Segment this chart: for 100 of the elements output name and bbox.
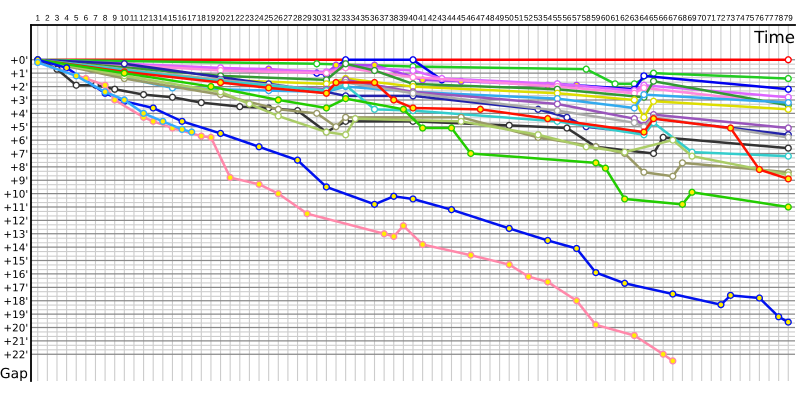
x-tick-label: 45	[456, 15, 466, 21]
x-tick-label: 69	[688, 14, 696, 21]
x-tick-label: 48	[486, 14, 494, 21]
x-tick-label: 42	[428, 14, 436, 21]
y-tick-label: +15'	[4, 256, 28, 265]
x-tick-label: 64	[640, 14, 648, 21]
x-tick-label: 8	[103, 14, 107, 21]
x-tick-label: 30	[312, 14, 321, 21]
x-tick-label: 18	[197, 14, 206, 21]
y-tick-label: +16'	[4, 270, 28, 278]
y-tick-label: +10'	[4, 190, 28, 198]
y-tick-label: +12'	[4, 216, 28, 224]
x-tick-label: 55	[553, 15, 562, 21]
x-tick-label: 71	[707, 15, 716, 21]
y-tick-label: +18'	[4, 296, 28, 305]
y-axis-title: Gap	[0, 368, 28, 381]
y-tick-label: +7'	[11, 150, 28, 158]
x-tick-label: 36	[370, 14, 379, 21]
x-tick-label: 13	[149, 14, 158, 21]
x-tick-label: 21	[226, 14, 234, 21]
x-tick-label: 65	[649, 14, 658, 21]
y-tick-label: +13'	[4, 230, 28, 238]
y-tick-label: +17'	[4, 284, 28, 292]
x-tick-label: 49	[495, 14, 504, 21]
x-tick-label: 54	[544, 15, 552, 21]
x-tick-label: 11	[130, 15, 138, 21]
x-tick-label: 1	[36, 15, 40, 21]
y-tick-label: +19'	[4, 310, 28, 318]
x-tick-label: 70	[698, 14, 706, 21]
x-tick-label: 34	[351, 14, 360, 21]
x-tick-label: 68	[678, 14, 687, 21]
x-tick-label: 51	[514, 15, 523, 21]
x-tick-label: 14	[158, 15, 168, 21]
x-tick-label: 17	[188, 15, 196, 21]
x-tick-label: 63	[630, 14, 638, 21]
x-tick-label: 73	[726, 14, 735, 21]
x-tick-label: 24	[254, 14, 264, 21]
x-tick-label: 77	[764, 15, 774, 21]
x-tick-label: 72	[716, 14, 725, 21]
x-tick-label: 75	[746, 15, 754, 21]
x-tick-label: 53	[534, 14, 542, 21]
y-tick-label: +14'	[4, 244, 28, 252]
x-tick-label: 44	[447, 15, 456, 21]
x-tick-label: 38	[390, 14, 398, 21]
y-tick-label: +9'	[11, 176, 28, 184]
x-tick-label: 25	[264, 14, 273, 21]
y-tick-label: +20'	[4, 324, 28, 332]
x-tick-label: 79	[784, 14, 792, 21]
x-tick-label: 3	[55, 14, 59, 21]
y-tick-label: +0'	[11, 56, 28, 64]
x-tick-label: 46	[466, 14, 475, 21]
y-tick-label: +3'	[11, 96, 28, 104]
x-tick-label: 47	[476, 15, 484, 21]
x-tick-label: 78	[774, 14, 783, 21]
x-tick-label: 50	[505, 14, 514, 21]
x-tick-label: 6	[84, 14, 88, 21]
y-tick-label: +2'	[11, 82, 28, 91]
x-tick-label: 15	[168, 15, 177, 21]
x-tick-label: 60	[601, 14, 610, 21]
x-tick-label: 27	[284, 14, 292, 21]
x-tick-label: 74	[736, 15, 744, 21]
x-tick-label: 62	[620, 14, 629, 21]
x-tick-label: 37	[380, 14, 388, 21]
x-tick-label: 56	[562, 14, 572, 21]
x-tick-label: 20	[216, 14, 225, 21]
y-tick-label: +11'	[4, 203, 28, 211]
x-tick-label: 67	[668, 14, 677, 21]
x-tick-label: 57	[572, 15, 581, 21]
x-tick-label: 5	[74, 15, 78, 21]
y-tick-label: +8'	[11, 163, 28, 171]
x-tick-label: 28	[293, 14, 302, 21]
x-tick-label: 4	[64, 15, 69, 21]
x-tick-label: 26	[274, 14, 282, 21]
y-tick-label: +4'	[11, 110, 28, 118]
x-tick-label: 9	[112, 14, 117, 21]
y-tick-label: +5'	[11, 123, 28, 131]
x-tick-label: 12	[140, 14, 148, 21]
x-tick-label: 29	[303, 14, 312, 21]
x-tick-label: 2	[46, 14, 50, 21]
x-tick-label: 76	[755, 14, 764, 21]
x-tick-label: 7	[94, 15, 98, 21]
x-tick-label: 58	[582, 14, 590, 21]
x-tick-label: 61	[610, 14, 620, 21]
y-tick-label: +22'	[4, 350, 28, 358]
x-axis-title: Time	[754, 30, 794, 44]
x-tick-label: 66	[659, 14, 668, 21]
x-tick-label: 16	[178, 14, 186, 21]
x-tick-label: 35	[360, 14, 370, 21]
x-tick-label: 31	[322, 14, 330, 21]
x-tick-label: 39	[399, 14, 408, 21]
y-tick-label: +6'	[11, 136, 28, 144]
x-tick-label: 33	[341, 14, 350, 21]
x-tick-label: 19	[207, 14, 216, 21]
x-tick-label: 52	[524, 14, 533, 21]
x-tick-label: 43	[438, 14, 446, 21]
x-tick-label: 22	[236, 14, 244, 21]
x-tick-label: 32	[332, 14, 340, 21]
x-tick-label: 10	[120, 14, 128, 21]
x-tick-label: 40	[408, 14, 418, 21]
y-tick-label: +1'	[11, 70, 28, 78]
